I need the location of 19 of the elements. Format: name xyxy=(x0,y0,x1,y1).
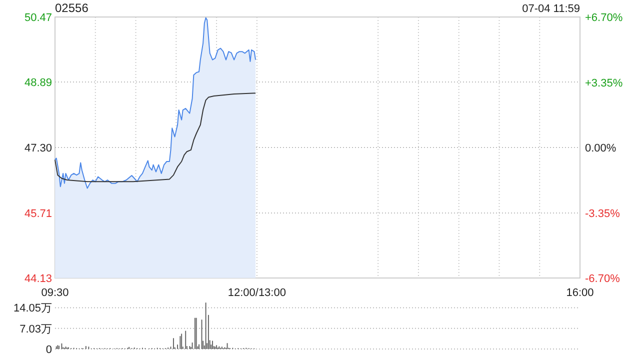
x-tick-label: 09:30 xyxy=(41,287,69,299)
text: 07-04 11:59 xyxy=(522,3,580,15)
y-tick-label: 14.05万 xyxy=(13,302,52,315)
y2-tick-label: +3.35% xyxy=(585,77,623,90)
y-tick-label: 45.71 xyxy=(24,208,52,220)
chart-title: 02556 xyxy=(55,1,89,15)
y-tick-label: 7.03万 xyxy=(20,323,52,336)
y2-tick-label: -3.35% xyxy=(585,208,620,220)
y-tick-label: 44.13 xyxy=(24,273,52,285)
y-tick-label: 48.89 xyxy=(24,77,52,90)
y2-tick-label: +6.70% xyxy=(585,12,623,24)
y-tick-label: 0 xyxy=(46,344,52,356)
y2-tick-label: -6.70% xyxy=(585,273,620,285)
line-series xyxy=(54,92,256,182)
y2-tick-label: 0.00% xyxy=(585,142,616,154)
x-tick-label: 12:00/13:00 xyxy=(228,287,286,299)
x-tick-label: 16:00 xyxy=(566,287,594,299)
y-tick-label: 47.30 xyxy=(24,142,52,154)
y-tick-label: 50.47 xyxy=(24,12,52,24)
